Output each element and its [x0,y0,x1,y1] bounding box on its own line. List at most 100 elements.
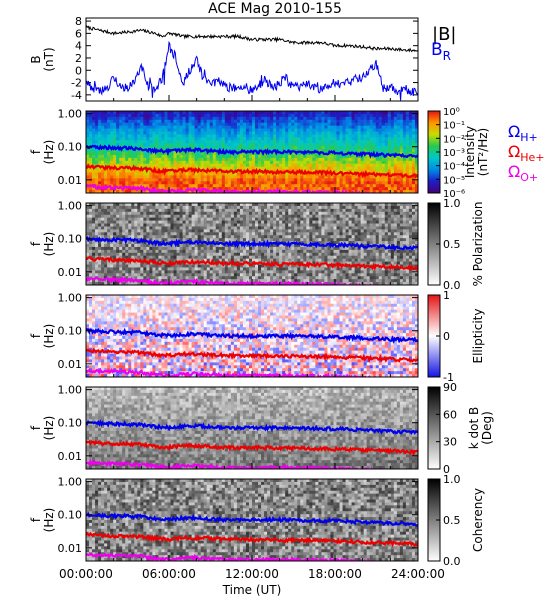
spectrogram-cell [164,160,169,165]
spectrogram-cell [354,131,359,136]
spectrogram-cell [107,270,111,274]
spectrogram-cell [309,113,313,118]
spectrogram-cell [194,175,199,179]
spectrogram-cell [390,128,395,133]
spectrogram-cell [194,264,199,269]
spectrogram-cell [188,264,193,269]
spectrogram-cell [131,111,135,115]
spectrogram-cell [215,128,220,133]
spectrogram-cell [212,214,217,219]
spectrogram-cell [230,270,235,274]
spectrogram-cell [291,113,295,118]
spectrogram-cell [215,214,220,219]
spectrogram-cell [366,146,371,150]
spectrogram-cell [191,125,196,130]
spectrogram-cell [170,203,175,207]
spectrogram-cell [107,229,111,233]
spectrogram-cell [158,113,163,118]
spectrogram-cell [239,214,244,219]
spectrogram-cell [137,111,141,115]
spectrogram-cell [95,111,99,115]
spectrogram-cell [131,255,135,260]
spectrogram-cell [209,252,214,257]
spectrogram-cell [203,181,208,185]
spectrogram-cell [107,160,111,165]
spectrogram-cell [242,116,247,121]
spectrogram-cell [212,217,217,222]
spectrogram-cell [360,166,365,171]
spectrogram-cell [366,163,371,168]
spectrogram-cell [143,111,147,115]
spectrogram-cell [348,163,353,168]
spectrogram-cell [224,270,229,274]
spectrogram-cell [188,208,193,213]
spectrogram-cell [167,140,172,144]
spectrogram-cell [414,169,418,174]
spectrogram-cell [233,166,238,171]
spectrogram-cell [252,134,256,138]
spectrogram-cell [261,229,265,233]
spectrogram-cell [182,276,187,280]
series-br-line [85,40,419,101]
spectrogram-cell [255,258,259,263]
spectrogram-cell [212,137,217,141]
spectrogram-cell [104,226,108,230]
spectrogram-cell [294,146,298,150]
spectrogram-cell [113,223,117,228]
spectrogram-cell [258,184,262,188]
spectrogram-cell [122,116,126,121]
spectrogram-cell [267,113,271,118]
spectrogram-cell [248,246,253,251]
spectrogram-cell [309,122,313,127]
spectrogram-cell [131,208,135,213]
spectrogram-cell [197,229,202,233]
spectrogram-cell [179,238,184,242]
spectrogram-cell [342,149,347,153]
spectrogram-cell [203,267,208,271]
spectrogram-cell [125,235,129,239]
spectrogram-cell [306,154,310,159]
spectrogram-cell [303,163,307,168]
spectrogram-cell [270,255,274,260]
spectrogram-cell [119,208,123,213]
spectrogram-cell [218,131,223,136]
spectrogram-cell [143,152,147,156]
spectrogram-cell [164,146,169,150]
spectrogram-cell [104,190,108,193]
spectrogram-cell [318,134,323,138]
spectrogram-cell [276,178,280,182]
spectrogram-cell [387,166,392,171]
spectrogram-cell [209,163,214,168]
spectrogram-cell [107,149,111,153]
spectrogram-cell [345,140,350,144]
spectrogram-cell [339,131,344,136]
spectrogram-cell [339,184,344,188]
spectrogram-cell [405,116,410,121]
spectrogram-cell [366,178,371,182]
spectrogram-cell [309,163,313,168]
spectrogram-cell [86,134,90,138]
spectrogram-cell [405,119,410,124]
spectrogram-cell [306,146,310,150]
spectrogram-cell [119,116,123,121]
spectrogram-cell [86,119,90,124]
spectrogram-cell [152,220,157,225]
spectrogram-cell [245,223,250,228]
spectrogram-cell [134,154,138,159]
spectrogram-cell [200,137,205,141]
spectrogram-cell [242,184,247,188]
spectrogram-cell [101,113,105,118]
spectrogram-cell [170,128,175,133]
spectrogram-cell [164,128,169,133]
spectrogram-cell [152,226,157,230]
spectrogram-cell [245,122,250,127]
spectrogram-cell [224,152,229,156]
spectrogram-cell [330,134,335,138]
spectrogram-cell [408,143,413,147]
spectrogram-cell [122,217,126,222]
spectrogram-cell [270,229,274,233]
spectrogram-cell [86,273,90,277]
spectrogram-cell [149,226,153,230]
spectrogram-cell [152,181,157,185]
spectrogram-cell [399,111,404,115]
